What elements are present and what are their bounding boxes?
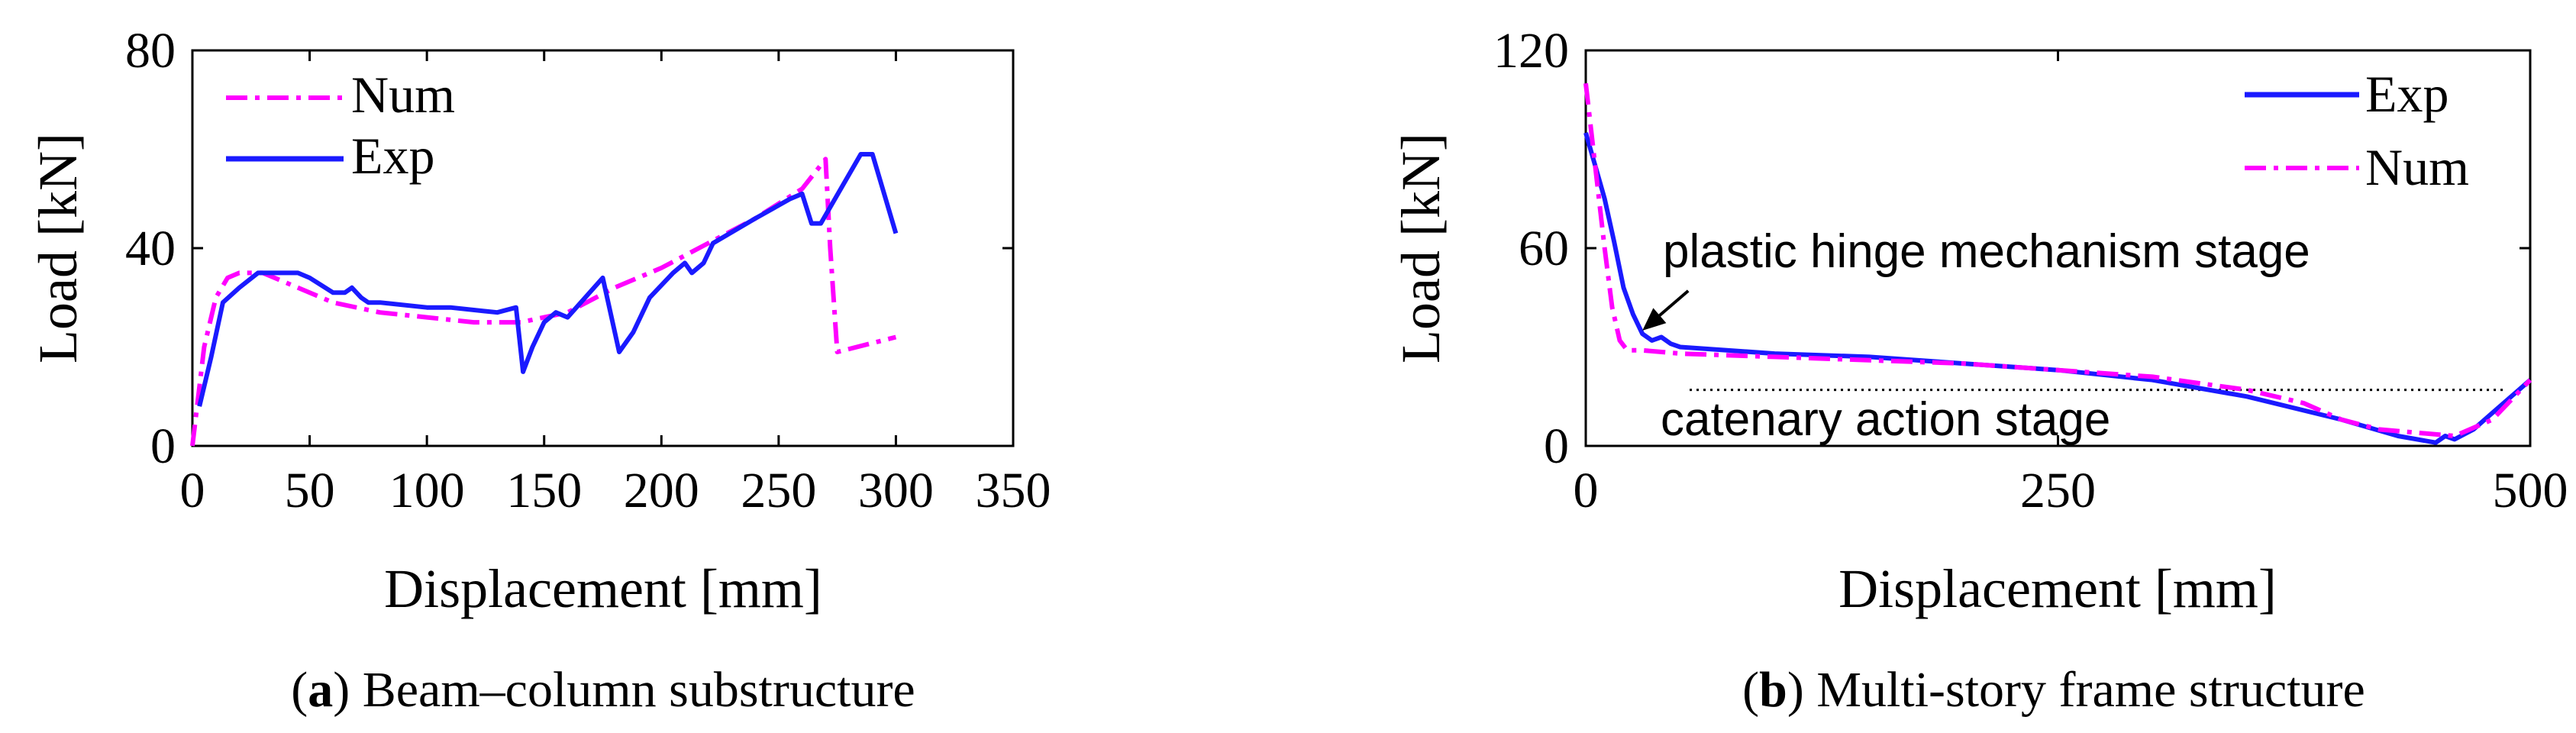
- y-tick-label: 40: [125, 221, 176, 276]
- panel-b-series: [1583, 82, 2532, 445]
- annotation-plastic-hinge: plastic hinge mechanism stage: [1663, 225, 2310, 278]
- panel-b-multi-story-frame: 0 250 500 0 60 120 plastic hinge mechanism st…: [1390, 23, 2568, 718]
- x-tick-label: 150: [506, 463, 582, 518]
- x-tick-label: 500: [2493, 463, 2568, 518]
- panel-a-series: [190, 152, 899, 447]
- series-line-num: [1583, 82, 2532, 438]
- panel-a-ticks: [191, 49, 1015, 447]
- series-line-exp: [1583, 132, 2532, 445]
- panel-b-caption: (b) Multi-story frame structure: [1742, 662, 2365, 718]
- y-tick-label: 120: [1493, 23, 1569, 79]
- series-line-num: [190, 157, 897, 447]
- y-tick-label: 0: [1544, 418, 1569, 474]
- series-line-exp: [197, 152, 899, 407]
- x-tick-label: 250: [741, 463, 816, 518]
- legend-label-exp: Exp: [2365, 65, 2449, 123]
- panel-a-tick-labels: 0 50 100 150 200 250 300 350 0 40 80: [125, 23, 1051, 518]
- panel-a-plot-frame: [191, 49, 1015, 447]
- panel-a-beam-column: 0 50 100 150 200 250 300 350 0 40 80 Num Exp Displ…: [27, 23, 1051, 718]
- legend-label-exp: Exp: [351, 127, 435, 185]
- x-tick-label: 0: [180, 463, 205, 518]
- annotation-arrowhead: [1642, 308, 1667, 331]
- legend-label-num: Num: [2365, 138, 2469, 196]
- panel-b-tick-labels: 0 250 500 0 60 120: [1493, 23, 2568, 518]
- legend-label-num: Num: [351, 66, 455, 124]
- panel-a-caption: (a) Beam–column substructure: [291, 662, 915, 718]
- y-tick-label: 60: [1519, 221, 1569, 276]
- panel-a-x-axis-label: Displacement [mm]: [384, 558, 822, 619]
- x-tick-label: 250: [2020, 463, 2096, 518]
- annotation-catenary: catenary action stage: [1661, 393, 2110, 446]
- panel-a-legend: Num Exp: [226, 66, 455, 185]
- panel-b-y-axis-label: Load [kN]: [1390, 133, 1451, 363]
- panel-a-y-axis-label: Load [kN]: [27, 133, 89, 363]
- x-tick-label: 350: [976, 463, 1051, 518]
- panel-b-ticks: [1584, 49, 2532, 447]
- x-tick-label: 50: [285, 463, 335, 518]
- panel-b-x-axis-label: Displacement [mm]: [1838, 558, 2277, 619]
- x-tick-label: 0: [1574, 463, 1599, 518]
- panel-b-legend: Exp Num: [2245, 65, 2469, 196]
- x-tick-label: 300: [858, 463, 934, 518]
- x-tick-label: 100: [389, 463, 465, 518]
- y-tick-label: 80: [125, 23, 176, 79]
- x-tick-label: 200: [624, 463, 699, 518]
- y-tick-label: 0: [150, 418, 176, 474]
